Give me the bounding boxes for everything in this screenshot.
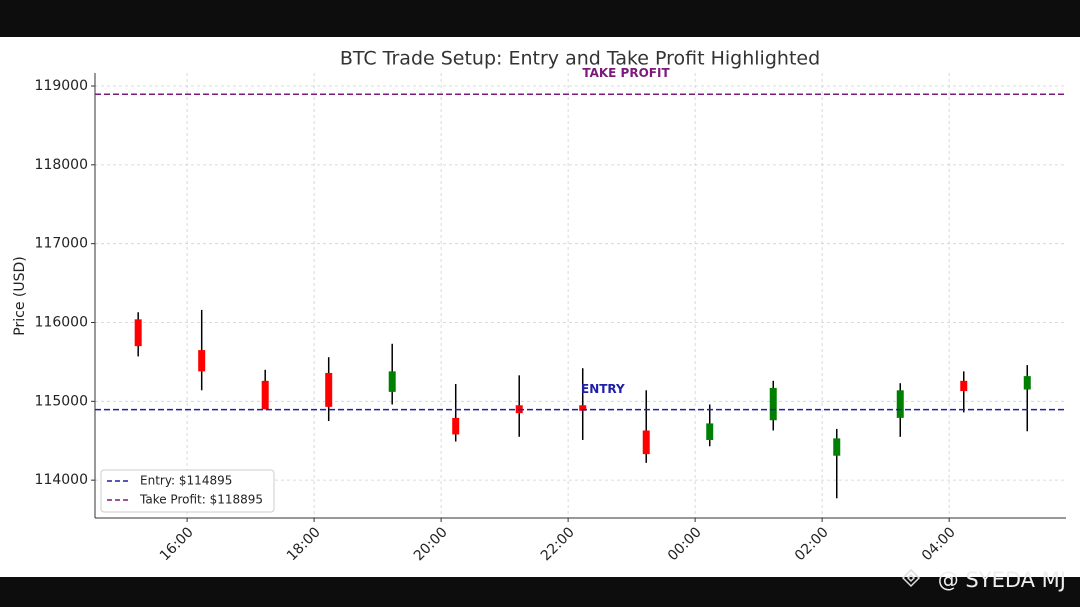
x-tick-label: 16:00 [157,524,197,564]
y-tick-label: 114000 [35,472,88,488]
watermark: @ SYEDA MJ [938,568,1066,592]
candle-body [134,319,142,347]
candle-body [388,371,396,392]
candle-body [833,438,841,456]
candle-body [960,380,968,392]
x-tick-label: 00:00 [665,524,705,564]
candle-body [769,387,777,421]
y-tick-label: 118000 [35,157,88,173]
candle-body [198,350,206,372]
y-tick-label: 115000 [35,393,88,409]
x-tick-label: 22:00 [538,524,578,564]
x-tick-label: 18:00 [284,524,324,564]
candle-body [896,390,904,418]
candle-body [325,372,333,407]
level-annotation: TAKE PROFIT [582,66,670,80]
candle-body [642,430,650,455]
candle-body [1023,376,1031,390]
top-bar [0,0,1080,37]
y-tick-label: 119000 [35,78,88,94]
x-tick-label: 04:00 [919,524,959,564]
candle-body [452,417,460,435]
x-tick-label: 02:00 [792,524,832,564]
legend-label: Take Profit: $118895 [139,493,263,507]
watermark-icon [901,568,921,588]
candle-body [579,405,587,411]
chart-title: BTC Trade Setup: Entry and Take Profit H… [340,48,820,70]
candle-body [706,423,714,440]
candle-body [261,380,269,410]
legend: Entry: $114895 Take Profit: $118895 [100,469,275,513]
bottom-bar [0,577,1080,607]
x-tick-label: 20:00 [411,524,451,564]
legend-box [100,469,275,513]
level-annotation: ENTRY [581,382,625,396]
y-tick-label: 117000 [35,236,88,252]
y-axis-label: Price (USD) [12,256,28,335]
y-tick-label: 116000 [35,314,88,330]
legend-label: Entry: $114895 [140,474,232,488]
